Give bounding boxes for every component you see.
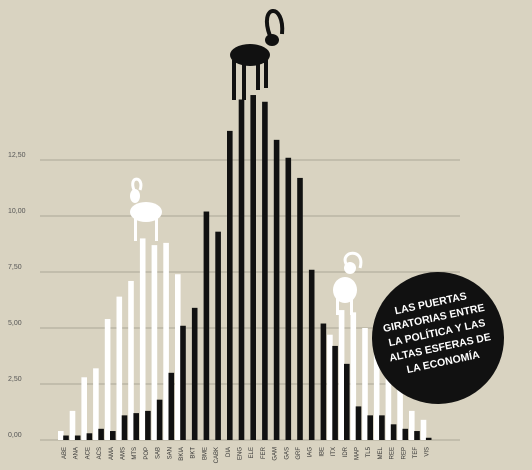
bar [238, 99, 245, 441]
x-tick-label: ANA [74, 447, 80, 459]
x-tick-label: POP [144, 447, 150, 460]
plot: 0,00 2,50 5,00 7,50 10,00 12,50 ABE ANA ACE ACS AM… [8, 95, 460, 463]
bar [145, 410, 151, 440]
bar [420, 419, 427, 440]
bar [63, 435, 69, 440]
x-tick-label: ELE [249, 447, 255, 458]
bar [338, 310, 345, 440]
bar [180, 325, 186, 440]
x-tick-label: ITX [331, 447, 337, 456]
bar [362, 328, 368, 440]
y-tick-label: 0,00 [8, 432, 22, 439]
x-tick-label: MEL [378, 446, 384, 459]
x-tick-label: MTS [132, 447, 138, 460]
bar [385, 375, 392, 440]
bar [168, 372, 175, 440]
x-tick-label: CABK [214, 447, 220, 463]
bar [320, 323, 327, 440]
x-tick-label: BME [202, 447, 208, 460]
bar [191, 307, 198, 440]
bar [332, 345, 338, 440]
x-tick-label: SAB [156, 447, 162, 459]
bar [262, 101, 268, 440]
bar [93, 368, 99, 440]
x-tick-label: FER [261, 446, 267, 459]
bar [308, 269, 315, 440]
bar [215, 231, 221, 440]
x-tick-label: ACS [97, 447, 103, 459]
bar [163, 242, 169, 440]
x-tick-label: AMS [121, 447, 127, 460]
bar [110, 431, 116, 440]
bar [355, 406, 362, 440]
bar [285, 157, 292, 440]
y-tick-label: 2,50 [8, 376, 22, 383]
bar [409, 410, 415, 440]
x-tick-label: MAP [355, 447, 361, 460]
bar [390, 424, 397, 440]
bar [203, 211, 210, 440]
bar [156, 399, 163, 440]
x-tick-label: REP [401, 447, 407, 459]
bar [116, 296, 123, 440]
x-tick-label: BKT [191, 447, 197, 459]
goat-right [333, 251, 363, 315]
bar [58, 431, 64, 440]
x-tick-label: IDR [343, 446, 349, 457]
bar [367, 415, 373, 440]
bar [379, 415, 385, 440]
x-tick-label: ENG [238, 447, 244, 460]
x-tick-label: VIS [425, 447, 431, 457]
x-tick-label: DIA [226, 447, 232, 457]
x-tick-label: TL5 [366, 446, 372, 457]
x-tick-label: ACE [85, 447, 91, 459]
x-tick-label: GAM [273, 447, 279, 461]
bar [121, 415, 128, 440]
x-tick-label: REE [390, 447, 396, 459]
bar [98, 428, 104, 440]
y-tick-label: 5,00 [8, 320, 22, 327]
bar [227, 130, 233, 440]
bar [273, 139, 280, 440]
bar [425, 437, 432, 440]
bar [250, 95, 256, 440]
goat-top [230, 9, 285, 100]
x-tick-label: IAG [308, 447, 314, 458]
bar [373, 354, 380, 440]
bar [74, 435, 81, 440]
bar [139, 238, 146, 440]
bar [104, 319, 111, 440]
x-tick-label: GRF [296, 447, 302, 460]
bar [69, 410, 76, 440]
bar [297, 177, 303, 441]
x-tick-label: GAS [284, 447, 290, 460]
x-tick-label: TEF [413, 447, 419, 459]
bar [128, 280, 134, 440]
bar [175, 274, 181, 440]
x-tick-label: BKIA [179, 447, 185, 461]
x-tick-label: ABE [62, 447, 68, 459]
y-tick-label: 7,50 [8, 264, 22, 271]
bar [133, 413, 139, 440]
bar [81, 377, 87, 440]
y-tick-label: 12,50 [8, 152, 26, 159]
bar [414, 431, 420, 440]
bar [344, 363, 350, 440]
bar [402, 428, 409, 440]
x-tick-label: IBE [319, 447, 325, 457]
bar [86, 433, 93, 440]
x-tick-label: SAN [167, 447, 173, 459]
y-tick-label: 10,00 [8, 208, 26, 215]
bar [397, 388, 403, 440]
bar [350, 312, 357, 440]
x-tick-label: AMA [109, 447, 115, 460]
goat-left [130, 177, 162, 241]
bar [151, 245, 158, 440]
bar [327, 334, 333, 440]
